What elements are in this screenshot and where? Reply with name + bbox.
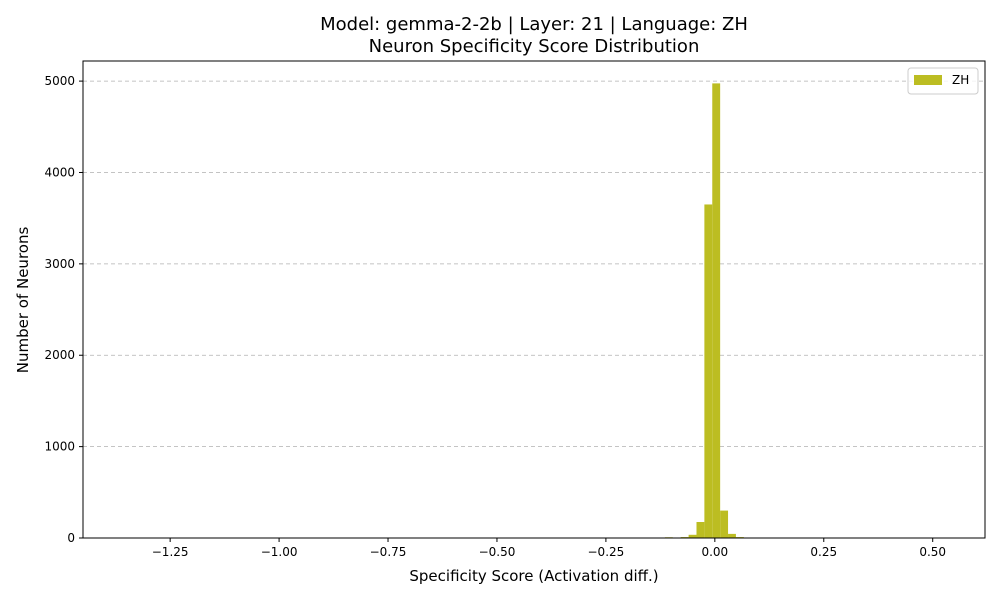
histogram-bar-6	[712, 83, 720, 538]
y-tick-label-1: 1000	[44, 440, 75, 454]
x-tick-label-7: 0.50	[919, 545, 946, 559]
y-tick-label-2: 2000	[44, 348, 75, 362]
y-tick-label-0: 0	[67, 531, 75, 545]
y-tick-label-4: 4000	[44, 165, 75, 179]
histogram-bar-8	[728, 534, 736, 538]
y-tick-label-5: 5000	[44, 74, 75, 88]
histogram-bar-7	[720, 511, 728, 538]
x-tick-label-1: −1.00	[261, 545, 298, 559]
y-axis-label: Number of Neurons	[14, 227, 32, 374]
chart-title: Model: gemma-2-2b | Layer: 21 | Language…	[320, 14, 748, 35]
x-tick-label-3: −0.50	[479, 545, 516, 559]
histogram-bar-5	[704, 204, 712, 538]
legend-label-zh: ZH	[952, 73, 969, 87]
y-tick-label-3: 3000	[44, 257, 75, 271]
histogram-bar-4	[696, 522, 704, 538]
x-axis-label: Specificity Score (Activation diff.)	[409, 567, 658, 585]
chart-subtitle: Neuron Specificity Score Distribution	[369, 36, 700, 57]
legend: ZH	[908, 68, 978, 94]
x-tick-label-0: −1.25	[152, 545, 189, 559]
x-tick-label-2: −0.75	[370, 545, 407, 559]
x-tick-label-6: 0.25	[810, 545, 837, 559]
x-tick-label-5: 0.00	[701, 545, 728, 559]
legend-swatch	[914, 75, 942, 85]
x-tick-label-4: −0.25	[588, 545, 625, 559]
